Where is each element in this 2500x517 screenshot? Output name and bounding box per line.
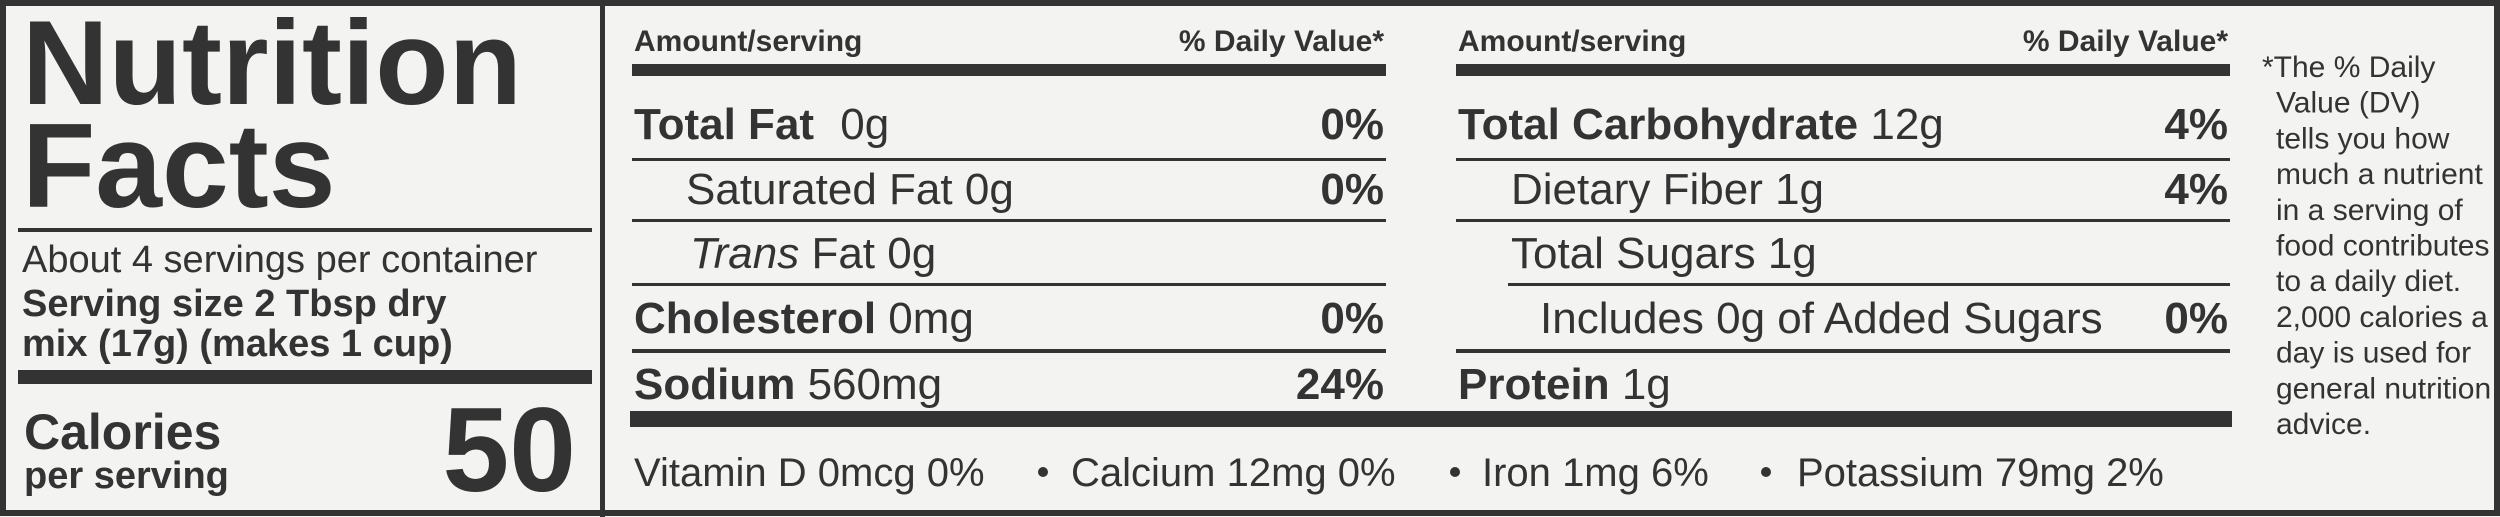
vitamin-dv: 6%: [1651, 451, 1709, 495]
separator: [1450, 467, 1460, 477]
vitamin-dv: 2%: [2106, 451, 2164, 495]
rule: [1456, 158, 2230, 161]
footnote-line: in a serving of: [2276, 194, 2463, 227]
nutrient-amount: 560mg: [808, 360, 943, 409]
nutrient-dv: 0%: [2164, 294, 2228, 343]
nutrient-name: Fat: [811, 229, 875, 278]
calories-value: 50: [443, 383, 576, 517]
footnote-line: to a daily diet.: [2276, 265, 2461, 298]
rule: [632, 349, 1386, 353]
nutrient: Cholesterol 0mg: [634, 294, 974, 343]
vitamin-name: Potassium: [1797, 451, 1984, 495]
nutrient-name: Sodium: [634, 360, 795, 409]
nutrient-name: Total Fat: [634, 100, 814, 149]
nutrient-dv: 24%: [1296, 360, 1384, 409]
separator: [1038, 467, 1048, 477]
nutrient-name: Total Carbohydrate: [1458, 100, 1858, 149]
vitamin-name: Vitamin D: [634, 451, 807, 495]
footnote-line: advice.: [2276, 408, 2371, 441]
vitamin-amount: 0mcg: [818, 451, 916, 495]
vitamin: Potassium 79mg 2%: [1797, 451, 2164, 495]
header-amount: Amount/serving: [634, 25, 862, 58]
divider: [600, 0, 605, 517]
servings: About 4 servings per container: [22, 239, 538, 281]
nutrient-name: Trans: [690, 229, 799, 278]
footnote-line: tells you how: [2276, 122, 2450, 155]
vitamin: Vitamin D 0mcg 0%: [634, 451, 985, 495]
separator: [1761, 467, 1771, 477]
vitamin-amount: 79mg: [1995, 451, 2095, 495]
rule: [18, 370, 592, 384]
nutrient-name: Dietary Fiber: [1511, 165, 1763, 214]
vitamin-name: Calcium: [1071, 451, 1215, 495]
rule: [632, 64, 1386, 76]
vitamin-name: Iron: [1482, 451, 1551, 495]
nutrient: Saturated Fat 0g: [686, 165, 1014, 214]
nutrient-name: Protein: [1458, 360, 1610, 409]
vitamin: Iron 1mg 6%: [1482, 451, 1709, 495]
rule: [18, 228, 592, 232]
nutrient-amount: 12g: [1870, 100, 1943, 149]
nutrient-dv: 0%: [1320, 294, 1384, 343]
nutrient-dv: 0%: [1320, 165, 1384, 214]
nutrient: Trans Fat 0g: [690, 229, 936, 278]
nutrient-amount: 1g: [1775, 165, 1824, 214]
rule: [632, 158, 1386, 161]
nutrient: Sodium 560mg: [634, 360, 942, 409]
header-dv: % Daily Value*: [1179, 25, 1384, 58]
header-amount: Amount/serving: [1458, 25, 1686, 58]
vitamin-amount: 1mg: [1562, 451, 1640, 495]
rule: [1456, 349, 2230, 353]
nutrient-dv: 0%: [1320, 100, 1384, 149]
rule: [1508, 283, 2230, 286]
vitamin-amount: 12mg: [1227, 451, 1327, 495]
nutrient-amount: 0g: [840, 100, 889, 149]
nutrient-dv: 4%: [2164, 165, 2228, 214]
footnote-line: day is used for: [2276, 337, 2471, 370]
calories-sublabel: per serving: [24, 455, 229, 497]
nutrient-name: Total Sugars: [1511, 229, 1756, 278]
title: Nutrition: [22, 0, 522, 130]
nutrient-dv: 4%: [2164, 100, 2228, 149]
nutrient: Includes 0g of Added Sugars: [1540, 294, 2103, 343]
nutrient: Protein 1g: [1458, 360, 1671, 409]
footnote-line: food contributes: [2276, 230, 2489, 263]
footnote-line: *The % Daily: [2262, 51, 2435, 84]
serving-size: mix (17g) (makes 1 cup): [22, 323, 453, 365]
vitamin: Calcium 12mg 0%: [1071, 451, 1396, 495]
vitamin-dv: 0%: [1338, 451, 1396, 495]
nutrient: Total Sugars 1g: [1511, 229, 1817, 278]
nutrient-name: Saturated Fat: [686, 165, 953, 214]
nutrient-amount: 0g: [887, 229, 936, 278]
serving-size: Serving size 2 Tbsp dry: [22, 283, 446, 325]
nutrient-amount: 0mg: [888, 294, 974, 343]
footnote-line: Value (DV): [2276, 87, 2421, 120]
calories-label: Calories: [24, 404, 221, 460]
rule: [1456, 219, 2230, 222]
nutrient: Dietary Fiber 1g: [1511, 165, 1824, 214]
vitamin-dv: 0%: [927, 451, 985, 495]
nutrient-amount: 0g: [965, 165, 1014, 214]
header-dv: % Daily Value*: [2023, 25, 2228, 58]
nutrient-name: Cholesterol: [634, 294, 876, 343]
nutrient-amount: 1g: [1622, 360, 1671, 409]
footnote-line: 2,000 calories a: [2276, 301, 2488, 334]
footnote-line: much a nutrient: [2276, 158, 2483, 191]
rule: [632, 283, 1386, 286]
rule: [632, 219, 1386, 222]
title: Facts: [22, 99, 335, 233]
nutrient: Total Fat 0g: [634, 100, 889, 149]
nutrient: Total Carbohydrate 12g: [1458, 100, 1944, 149]
footnote-line: general nutrition: [2276, 372, 2491, 405]
nutrient-amount: 1g: [1768, 229, 1817, 278]
rule: [1456, 64, 2230, 76]
rule: [630, 411, 2232, 427]
